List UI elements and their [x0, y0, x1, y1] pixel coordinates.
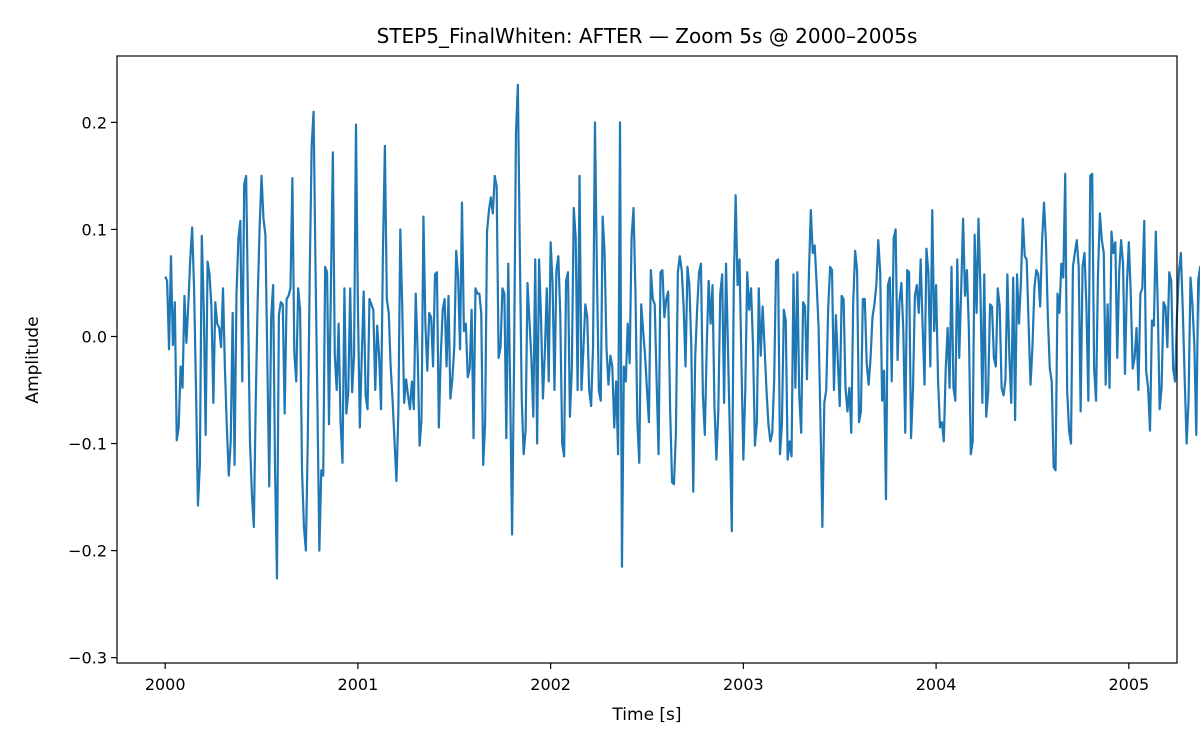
- y-tick-label: −0.3: [68, 649, 107, 668]
- x-axis-label: Time [s]: [611, 705, 681, 725]
- x-tick-label: 2001: [338, 675, 379, 694]
- y-axis-label: Amplitude: [23, 316, 43, 403]
- x-tick-label: 2000: [145, 675, 186, 694]
- plot-frame: [116, 55, 1178, 664]
- y-tick-label: 0.0: [82, 327, 107, 346]
- x-axis: 2000 2001 2002 2003 2004 2005: [145, 663, 1149, 694]
- series-line-signal: [164, 83, 1200, 580]
- y-tick-label: −0.2: [68, 542, 107, 561]
- x-tick-label: 2003: [723, 675, 764, 694]
- x-tick-label: 2005: [1108, 675, 1149, 694]
- x-tick-label: 2004: [916, 675, 957, 694]
- y-tick-label: 0.1: [82, 220, 107, 239]
- plot-area: [164, 83, 1200, 580]
- chart-title: STEP5_FinalWhiten: AFTER — Zoom 5s @ 200…: [377, 24, 918, 48]
- x-tick-label: 2002: [530, 675, 571, 694]
- y-tick-label: 0.2: [82, 113, 107, 132]
- y-tick-label: −0.1: [68, 435, 107, 454]
- y-axis: 0.2 0.1 0.0 −0.1 −0.2 −0.3: [68, 113, 117, 668]
